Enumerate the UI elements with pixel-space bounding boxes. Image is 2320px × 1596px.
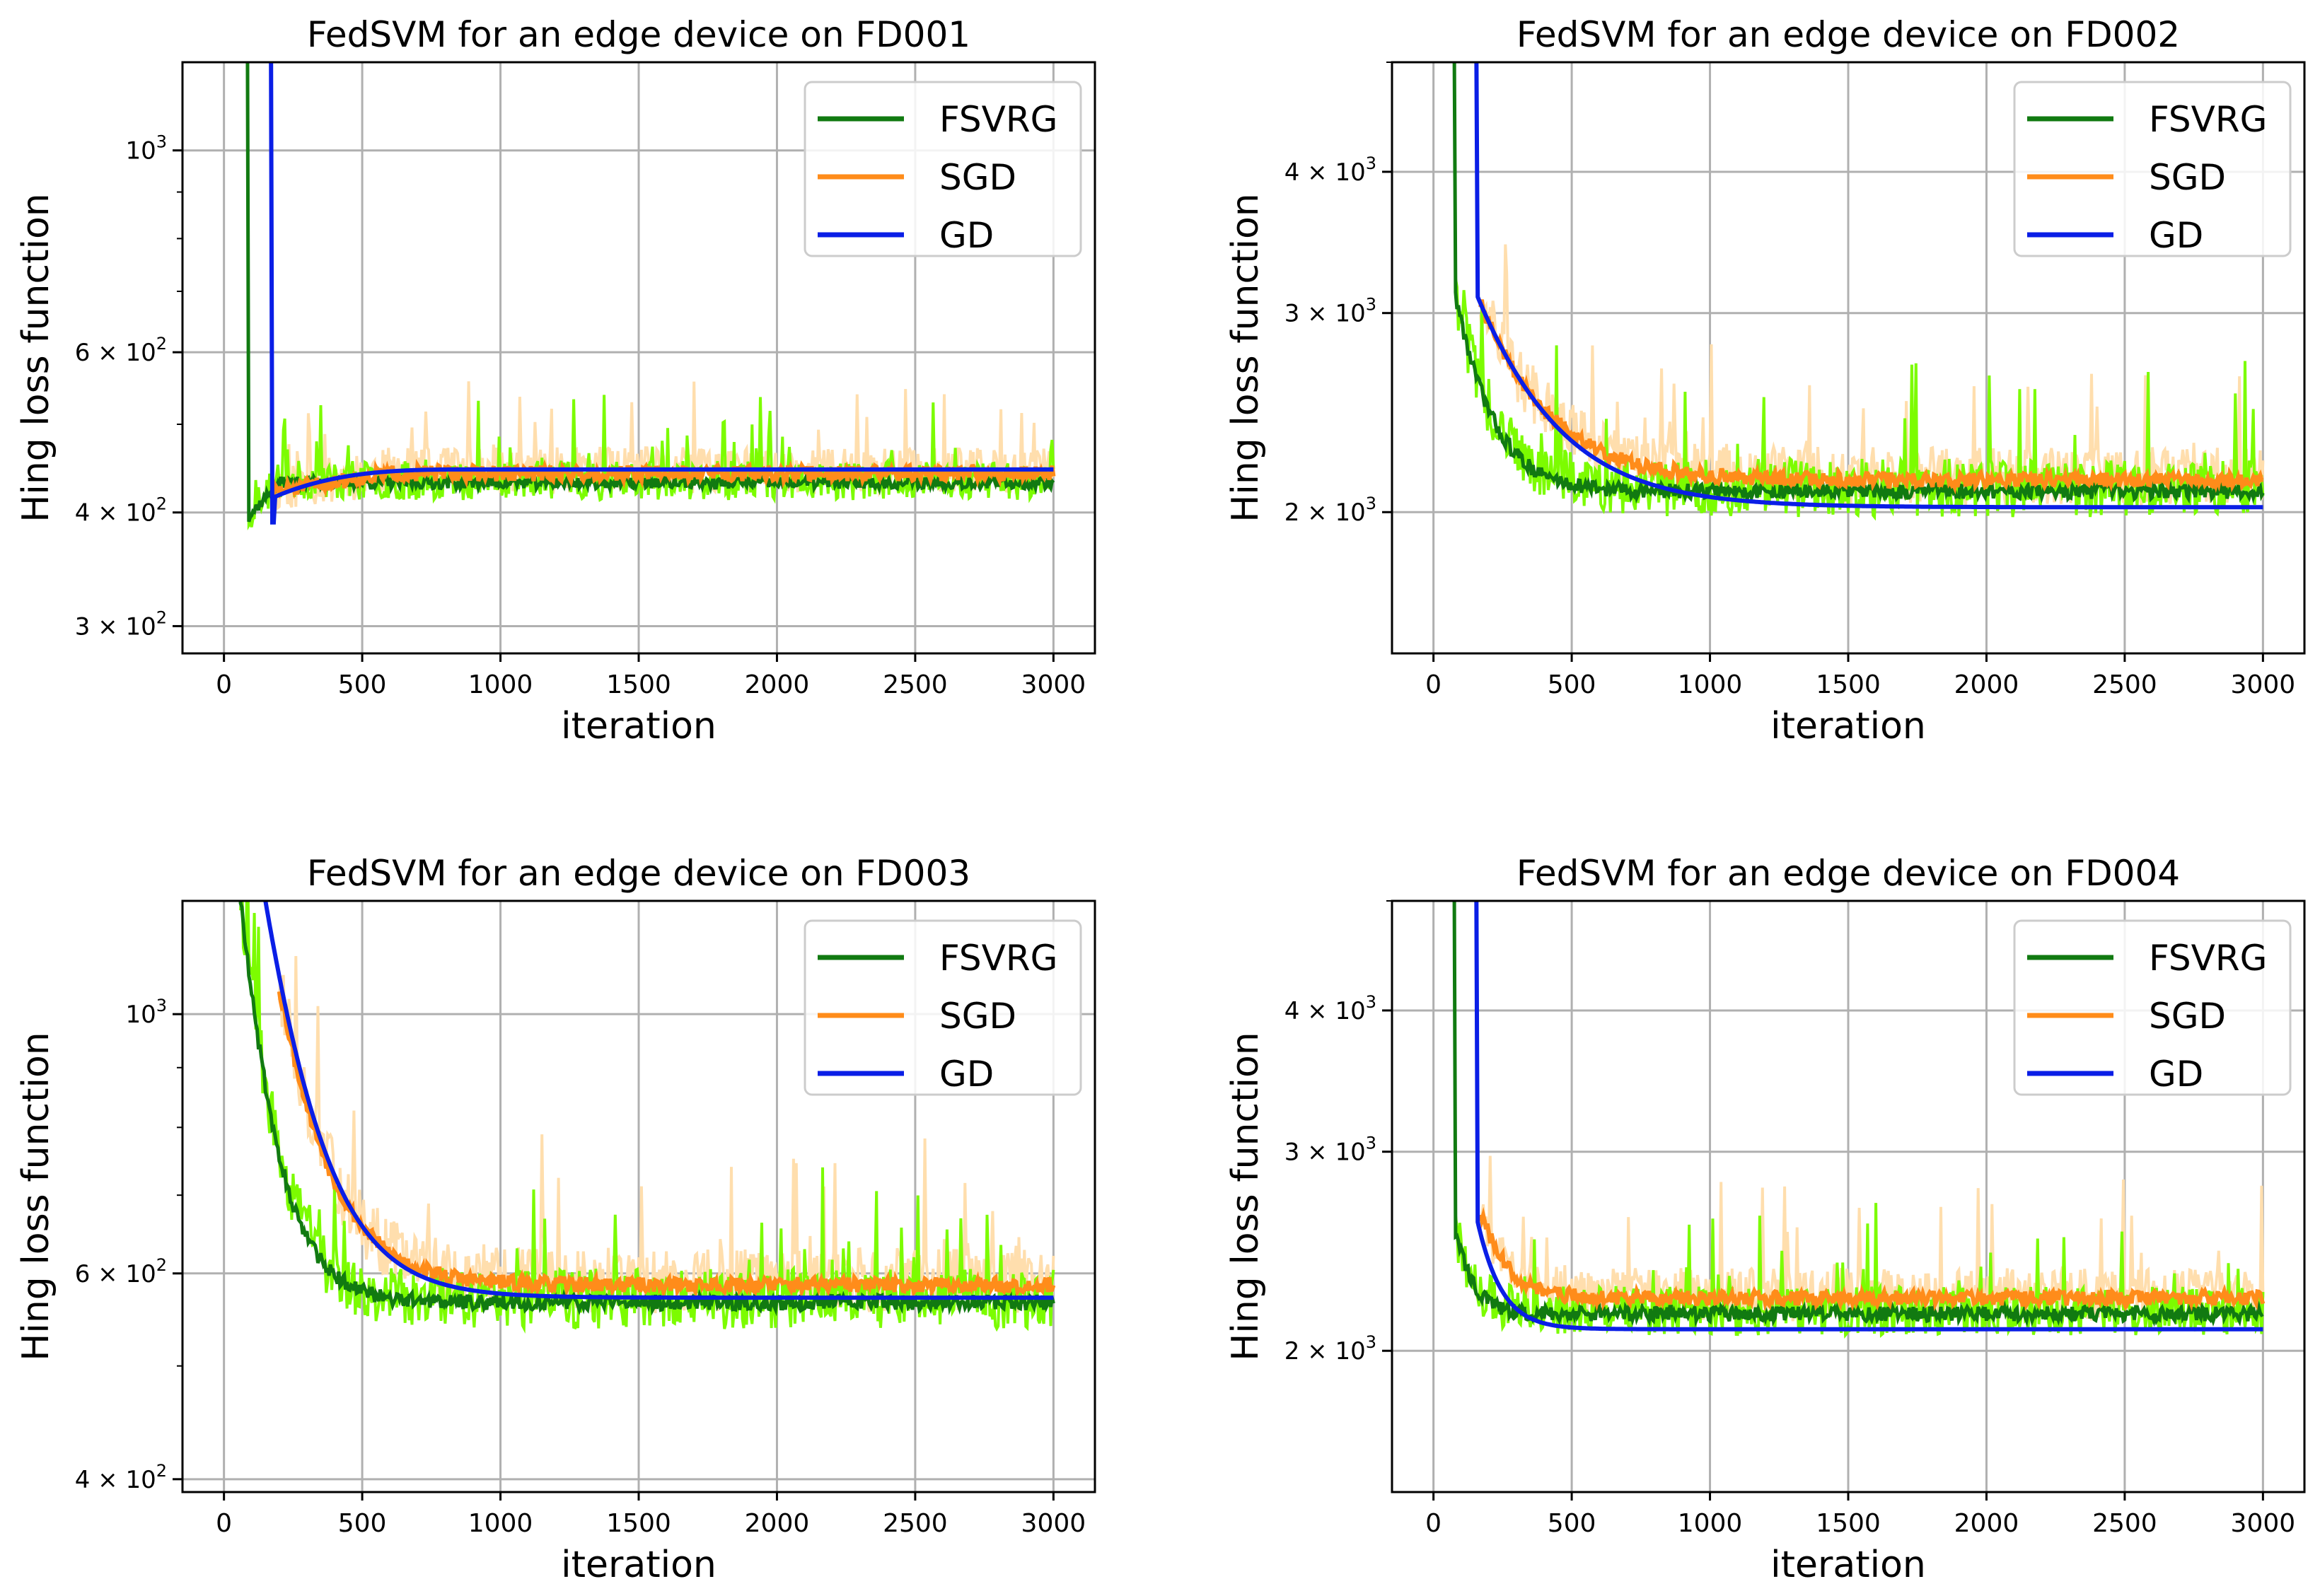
x-axis-label: iteration [561,705,717,747]
x-tick-label: 1000 [1678,1509,1743,1538]
y-tick-label: 3 × 103 [1284,1134,1376,1167]
sgd-line [1478,299,2264,495]
chart-panel-2: 0 500 1000 1500 2000 2500 3000 2 × 103 3 × 103 4 … [1224,14,2306,747]
y-tick-label: 2 × 103 [1284,1332,1376,1365]
x-tick-label: 2500 [883,670,948,699]
y-tick-label: 103 [125,996,167,1029]
legend-box [804,81,1082,257]
fsvrg-line [238,901,1055,1317]
x-tick-label: 500 [338,1509,387,1538]
legend: FSVRG SGD GD [2013,919,2292,1096]
x-tick-label: 0 [1425,1509,1442,1538]
chart-title: FedSVM for an edge device on FD004 [1516,853,2180,894]
legend-label-sgd: SGD [939,996,1016,1037]
chart-panel-4: 0 500 1000 1500 2000 2500 3000 2 × 103 3 × 103 4 … [1224,853,2306,1586]
y-tick-label: 4 × 102 [75,1461,167,1494]
x-tick-label: 2000 [1954,670,2019,699]
x-tick-label: 3000 [2231,670,2296,699]
x-tick-label: 3000 [1021,670,1086,699]
fsvrg-band-line [239,901,1055,1334]
x-tick-label: 0 [216,670,232,699]
legend-label-sgd: SGD [2149,996,2226,1037]
x-tick-label: 1000 [468,1509,533,1538]
plot-area [238,901,1056,1334]
plot-area [1452,901,2266,1339]
legend: FSVRG SGD GD [804,81,1082,257]
chart-title: FedSVM for an edge device on FD001 [307,14,970,55]
legend-box [2013,81,2292,257]
x-tick-label: 1500 [606,1509,671,1538]
legend-label-sgd: SGD [2149,157,2226,198]
x-tick-label: 2500 [2092,670,2157,699]
sgd-line [1478,1206,2266,1312]
x-tick-label: 1000 [468,670,533,699]
sgd-line [277,991,1056,1300]
x-tick-label: 1500 [606,670,671,699]
y-tick-label: 3 × 102 [75,607,167,641]
plot-area [1452,62,2265,521]
x-tick-label: 3000 [1021,1509,1086,1538]
x-tick-label: 1000 [1678,670,1743,699]
sgd-band-line [277,955,1055,1314]
y-tick-label: 4 × 103 [1284,153,1376,187]
x-tick-label: 3000 [2231,1509,2296,1538]
gd-line [1474,901,2263,1332]
legend: FSVRG SGD GD [804,919,1082,1096]
y-tick-label: 4 × 103 [1284,992,1376,1025]
x-tick-label: 500 [338,670,387,699]
legend-label-fsvrg: FSVRG [939,99,1057,140]
y-tick-label: 4 × 102 [75,494,167,528]
gd-line [269,62,1054,525]
x-tick-label: 2500 [883,1509,948,1538]
fsvrg-band-line [1453,901,2265,1339]
x-tick-label: 500 [1548,670,1596,699]
legend-label-gd: GD [2149,1054,2203,1095]
fsvrg-line [1452,901,2264,1328]
legend-label-gd: GD [939,215,994,256]
fsvrg-line [1452,62,2265,504]
y-tick-label: 6 × 102 [75,1255,167,1288]
legend-box [2013,919,2292,1096]
gd-line [1474,62,2263,510]
x-tick-label: 0 [1425,670,1442,699]
legend-label-gd: GD [939,1054,994,1095]
legend-box [804,919,1082,1096]
legend-label-sgd: SGD [939,157,1016,198]
gd-line [263,901,1054,1300]
y-tick-label: 2 × 103 [1284,494,1376,527]
fsvrg-line [245,62,1055,523]
legend-label-fsvrg: FSVRG [2149,99,2267,140]
legend: FSVRG SGD GD [2013,81,2292,257]
x-tick-label: 500 [1548,1509,1596,1538]
chart-panel-3: 0 500 1000 1500 2000 2500 3000 4 × 102 6 × 102 10… [15,853,1096,1586]
y-tick-label: 103 [125,132,167,165]
x-tick-label: 2000 [1954,1509,2019,1538]
grid [1392,901,2304,1492]
chart-title: FedSVM for an edge device on FD003 [307,853,970,894]
y-axis-label: Hing loss function [1224,193,1267,522]
y-tick-label: 6 × 102 [75,334,167,367]
chart-panel-1: 0 500 1000 1500 2000 2500 3000 3 × 102 4 × 102 6 … [15,14,1096,747]
x-tick-label: 0 [216,1509,232,1538]
x-axis-label: iteration [1770,705,1926,747]
x-axis-label: iteration [561,1544,717,1586]
x-tick-label: 2500 [2092,1509,2157,1538]
x-tick-label: 1500 [1816,1509,1881,1538]
legend-label-fsvrg: FSVRG [2149,938,2267,979]
x-axis-label: iteration [1770,1544,1926,1586]
y-axis-label: Hing loss function [1224,1032,1267,1361]
legend-label-fsvrg: FSVRG [939,938,1057,979]
y-axis-label: Hing loss function [15,193,57,522]
plot-area [245,62,1056,531]
x-tick-label: 1500 [1816,670,1881,699]
x-tick-label: 2000 [745,670,810,699]
y-tick-label: 3 × 103 [1284,295,1376,328]
chart-title: FedSVM for an edge device on FD002 [1516,14,2180,55]
x-tick-label: 2000 [745,1509,810,1538]
legend-label-gd: GD [2149,215,2203,256]
y-axis-label: Hing loss function [15,1032,57,1361]
